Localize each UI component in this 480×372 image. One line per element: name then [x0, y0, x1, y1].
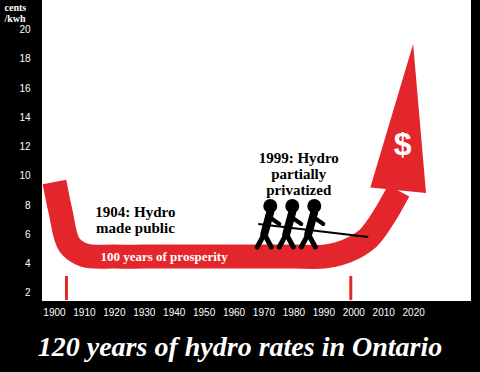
svg-text:1940: 1940	[163, 307, 186, 318]
svg-text:12: 12	[19, 141, 31, 152]
svg-text:8: 8	[25, 200, 31, 211]
svg-text:6: 6	[25, 229, 31, 240]
svg-text:1904: Hydromade public: 1904: Hydromade public	[95, 204, 175, 236]
svg-text:$: $	[394, 126, 412, 162]
svg-text:2000: 2000	[343, 307, 366, 318]
svg-text:2010: 2010	[373, 307, 396, 318]
svg-text:1910: 1910	[73, 307, 96, 318]
svg-text:1920: 1920	[103, 307, 126, 318]
svg-text:10: 10	[19, 170, 31, 181]
svg-text:1900: 1900	[43, 307, 66, 318]
svg-text:16: 16	[19, 83, 31, 94]
svg-text:1960: 1960	[223, 307, 246, 318]
svg-text:2020: 2020	[403, 307, 426, 318]
svg-text:1980: 1980	[283, 307, 306, 318]
svg-text:20: 20	[19, 24, 31, 35]
svg-text:1930: 1930	[133, 307, 156, 318]
html-text:120 years of hydro rates in On: 120 years of hydro rates in Ontario	[37, 331, 443, 362]
svg-text:2: 2	[25, 287, 31, 298]
svg-text:1970: 1970	[253, 307, 276, 318]
svg-text:1950: 1950	[193, 307, 216, 318]
svg-text:1990: 1990	[313, 307, 336, 318]
svg-text:4: 4	[25, 258, 31, 269]
svg-text:cents/kwh: cents/kwh	[4, 2, 27, 24]
svg-text:1999: Hydropartiallyprivatized: 1999: Hydropartiallyprivatized	[259, 150, 339, 198]
svg-text:18: 18	[19, 53, 31, 64]
svg-text:100 years of prosperity: 100 years of prosperity	[100, 249, 228, 264]
svg-text:14: 14	[19, 112, 31, 123]
